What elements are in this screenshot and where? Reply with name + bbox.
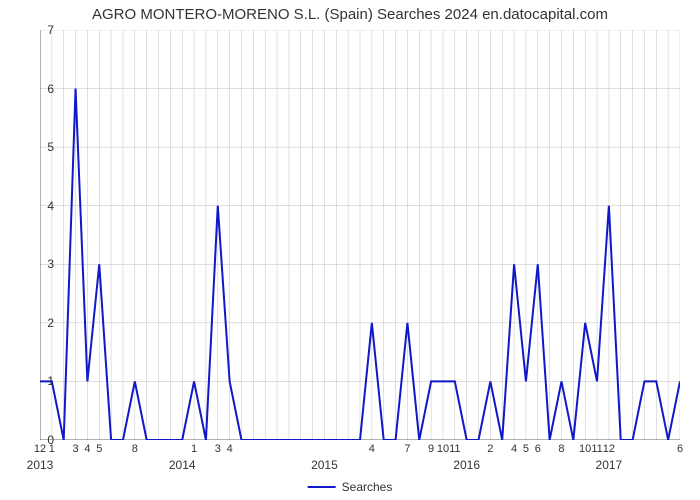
x-tick-label: 5: [96, 443, 102, 455]
x-tick-label: 1: [49, 443, 55, 455]
legend: Searches: [308, 480, 393, 494]
y-tick-label: 7: [47, 23, 54, 37]
x-year-label: 2015: [311, 458, 338, 472]
x-tick-label: 4: [511, 443, 517, 455]
x-tick-label: 10: [437, 443, 449, 455]
y-tick-label: 1: [47, 374, 54, 388]
x-tick-label: 4: [369, 443, 375, 455]
legend-label: Searches: [342, 480, 393, 494]
legend-swatch: [308, 486, 336, 488]
chart-svg: [40, 30, 680, 440]
x-tick-label: 9: [428, 443, 434, 455]
y-tick-label: 3: [47, 257, 54, 271]
x-tick-label: 8: [132, 443, 138, 455]
x-tick-label: 3: [72, 443, 78, 455]
x-tick-label: 10: [579, 443, 591, 455]
x-tick-label: 12: [34, 443, 46, 455]
x-year-label: 2016: [453, 458, 480, 472]
x-year-label: 2014: [169, 458, 196, 472]
x-tick-label: 12: [603, 443, 615, 455]
chart-title: AGRO MONTERO-MORENO S.L. (Spain) Searche…: [92, 6, 608, 23]
x-tick-label: 7: [404, 443, 410, 455]
x-tick-label: 6: [677, 443, 683, 455]
x-tick-label: 2: [487, 443, 493, 455]
plot-area: [40, 30, 680, 440]
x-tick-label: 4: [227, 443, 233, 455]
x-tick-label: 4: [84, 443, 90, 455]
x-tick-label: 6: [535, 443, 541, 455]
x-year-label: 2013: [27, 458, 54, 472]
y-tick-label: 4: [47, 199, 54, 213]
x-tick-label: 1: [191, 443, 197, 455]
y-tick-label: 6: [47, 82, 54, 96]
x-tick-label: 11: [591, 443, 602, 455]
x-tick-label: 5: [523, 443, 529, 455]
x-tick-label: 3: [215, 443, 221, 455]
y-tick-label: 5: [47, 140, 54, 154]
chart-container: AGRO MONTERO-MORENO S.L. (Spain) Searche…: [0, 0, 700, 500]
x-tick-label: 11: [449, 443, 460, 455]
x-year-label: 2017: [596, 458, 623, 472]
y-tick-label: 2: [47, 316, 54, 330]
x-tick-label: 8: [558, 443, 564, 455]
